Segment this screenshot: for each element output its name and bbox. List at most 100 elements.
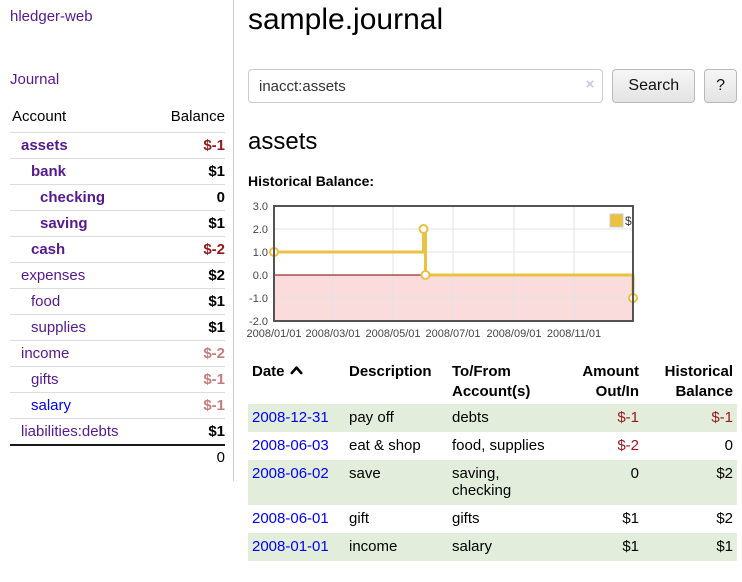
- search-form: × Search ?: [248, 69, 737, 103]
- account-balance: $2: [151, 262, 225, 289]
- account-row: cash $-2: [10, 236, 225, 263]
- account-row: saving $1: [10, 210, 225, 237]
- account-link-liabilities-debts[interactable]: liabilities:debts: [21, 423, 119, 440]
- svg-text:2008/11/01: 2008/11/01: [547, 328, 601, 340]
- account-link-food[interactable]: food: [31, 293, 61, 310]
- register-col-balance-line2: Balance: [675, 383, 733, 400]
- account-balance: $-1: [151, 366, 225, 393]
- account-balance: 0: [151, 184, 225, 211]
- register-amount: 0: [630, 465, 639, 482]
- account-link-cash[interactable]: cash: [31, 241, 66, 258]
- register-col-accounts-line1: To/From: [452, 363, 511, 380]
- svg-text:2008/05/01: 2008/05/01: [365, 328, 420, 340]
- account-link-expenses[interactable]: expenses: [21, 267, 86, 284]
- search-input[interactable]: [248, 69, 604, 103]
- sidebar: hledger-web Journal Account Balance asse…: [0, 0, 234, 481]
- account-balance: $1: [151, 210, 225, 237]
- accounts-total-spacer: [10, 444, 152, 471]
- accounts-total-value: 0: [151, 444, 225, 471]
- account-balance: $-2: [151, 340, 225, 367]
- svg-text:2008/07/01: 2008/07/01: [425, 328, 480, 340]
- account-cell: liabilities:debts: [10, 418, 152, 445]
- register-date-cell: 2008-06-01: [248, 505, 345, 533]
- svg-text:2008/09/01: 2008/09/01: [486, 328, 541, 340]
- register-description: pay off: [349, 409, 394, 426]
- register-description: income: [349, 538, 398, 555]
- svg-text:-2.0: -2.0: [249, 316, 268, 328]
- register-row: 2008-06-03 eat & shop food, supplies $-2 0: [248, 432, 737, 460]
- register-date-link[interactable]: 2008-12-31: [252, 409, 329, 426]
- register-row: 2008-06-01 gift gifts $1 $2: [248, 505, 737, 533]
- register-header-row: Date Description To/From Account(s) Amou…: [248, 360, 737, 404]
- register-col-accounts: To/From Account(s): [448, 360, 563, 404]
- account-row: gifts $-1: [10, 366, 225, 393]
- register-date-link[interactable]: 2008-06-02: [252, 465, 329, 482]
- account-cell: supplies: [10, 314, 152, 341]
- register-col-accounts-line2: Account(s): [452, 383, 531, 400]
- register-accounts: salary: [452, 538, 493, 555]
- account-row: income $-2: [10, 340, 225, 367]
- accounts-col-balance: Balance: [170, 108, 225, 125]
- svg-text:2.0: 2.0: [253, 224, 268, 236]
- register-accounts: saving, checking: [452, 465, 512, 499]
- account-link-supplies[interactable]: supplies: [31, 319, 87, 336]
- search-button[interactable]: Search: [612, 69, 696, 103]
- register-amount: $1: [622, 510, 639, 527]
- help-button[interactable]: ?: [704, 69, 737, 103]
- account-link-bank[interactable]: bank: [31, 163, 67, 180]
- register-description: gift: [349, 510, 370, 527]
- register-description: save: [349, 465, 381, 482]
- register-amount: $1: [622, 538, 639, 555]
- account-heading: assets: [248, 128, 318, 155]
- account-balance: $1: [151, 158, 225, 185]
- account-link-salary[interactable]: salary: [31, 397, 72, 414]
- register-date-link[interactable]: 2008-06-03: [252, 437, 329, 454]
- register-col-balance-line1: Historical: [664, 363, 733, 380]
- svg-text:3.0: 3.0: [253, 201, 268, 213]
- account-link-income[interactable]: income: [21, 345, 70, 362]
- register-date-link[interactable]: 2008-01-01: [252, 538, 329, 555]
- account-balance: $-1: [151, 132, 225, 159]
- account-link-saving[interactable]: saving: [40, 215, 88, 232]
- register-balance: $2: [716, 510, 733, 527]
- accounts-total-row: 0: [10, 444, 225, 471]
- register-balance: $-1: [711, 409, 733, 426]
- register-date-cell: 2008-12-31: [248, 404, 345, 432]
- register-col-amount-line2: Out/In: [595, 383, 639, 400]
- account-cell: gifts: [10, 366, 152, 393]
- account-link-checking[interactable]: checking: [40, 189, 106, 206]
- svg-text:$: $: [625, 214, 632, 228]
- account-row: checking 0: [10, 184, 225, 211]
- register-row: 2008-06-02 save saving, checking 0 $2: [248, 460, 737, 505]
- chart-title: Historical Balance:: [248, 173, 375, 189]
- account-cell: assets: [10, 132, 152, 159]
- svg-text:1.0: 1.0: [253, 247, 268, 259]
- app-title-link[interactable]: hledger-web: [10, 8, 93, 25]
- clear-search-icon[interactable]: ×: [585, 76, 595, 93]
- register-row: 2008-01-01 income salary $1 $1: [248, 533, 737, 561]
- sort-ascending-icon: [290, 366, 303, 375]
- account-link-gifts[interactable]: gifts: [31, 371, 59, 388]
- register-date-cell: 2008-01-01: [248, 533, 345, 561]
- register-row: 2008-12-31 pay off debts $-1 $-1: [248, 404, 737, 432]
- sidebar-nav: Journal: [10, 71, 225, 88]
- accounts-table: Account Balance assets $-1 bank $1 checking 0…: [10, 104, 225, 471]
- svg-text:0.0: 0.0: [253, 270, 268, 282]
- register-table: Date Description To/From Account(s) Amou…: [248, 360, 737, 561]
- register-date-cell: 2008-06-02: [248, 460, 345, 505]
- account-row: supplies $1: [10, 314, 225, 341]
- account-cell: bank: [10, 158, 152, 185]
- register-description: eat & shop: [349, 437, 421, 454]
- account-balance: $1: [151, 288, 225, 315]
- nav-journal-link[interactable]: Journal: [10, 71, 60, 88]
- svg-text:2008/01/01: 2008/01/01: [246, 328, 301, 340]
- register-col-amount-line1: Amount: [582, 363, 639, 380]
- register-accounts: gifts: [452, 510, 480, 527]
- account-link-assets[interactable]: assets: [21, 137, 68, 154]
- register-col-amount: Amount Out/In: [563, 360, 643, 404]
- register-date-link[interactable]: 2008-06-01: [252, 510, 329, 527]
- register-col-date[interactable]: Date: [248, 360, 345, 404]
- search-box: ×: [248, 69, 604, 103]
- register-accounts: food, supplies: [452, 437, 545, 454]
